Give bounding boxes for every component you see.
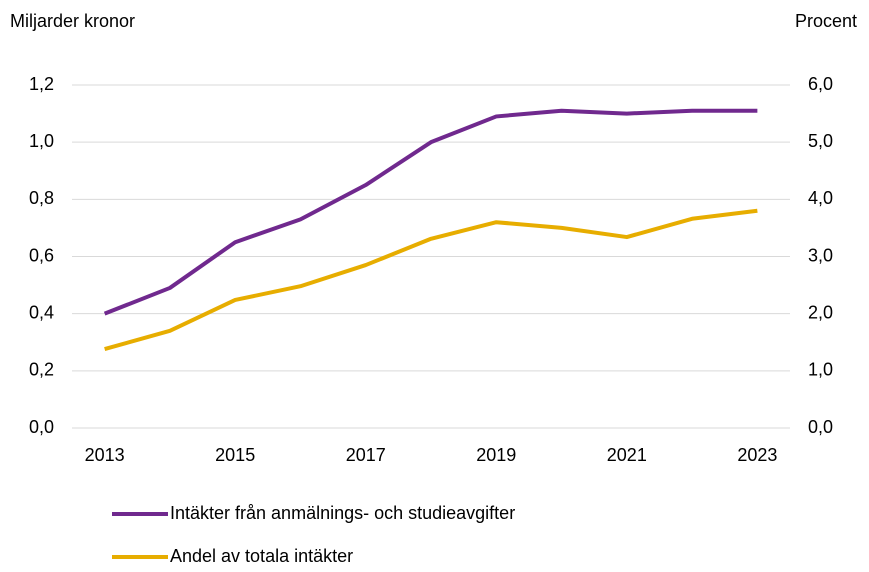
y2-tick-label: 4,0	[808, 188, 833, 208]
y-tick-label: 1,0	[29, 131, 54, 151]
x-tick-label: 2017	[346, 445, 386, 465]
y-tick-label: 0,2	[29, 360, 54, 380]
y2-tick-label: 1,0	[808, 360, 833, 380]
y-tick-label: 0,4	[29, 302, 54, 322]
x-tick-label: 2013	[85, 445, 125, 465]
x-tick-label: 2021	[607, 445, 647, 465]
series-line	[103, 108, 758, 316]
y2-tick-label: 6,0	[808, 74, 833, 94]
y-tick-label: 0,8	[29, 188, 54, 208]
y2-tick-label: 5,0	[808, 131, 833, 151]
y2-tick-label: 2,0	[808, 302, 833, 322]
y2-tick-label: 0,0	[808, 417, 833, 437]
y2-tick-label: 3,0	[808, 245, 833, 265]
x-tick-label: 2019	[476, 445, 516, 465]
y-axis-title: Miljarder kronor	[10, 11, 135, 31]
y-tick-label: 0,6	[29, 245, 54, 265]
legend-label: Intäkter från anmälnings- och studieavgi…	[170, 503, 515, 523]
series-line	[104, 208, 758, 352]
y-tick-label: 0,0	[29, 417, 54, 437]
y-tick-label: 1,2	[29, 74, 54, 94]
x-tick-label: 2015	[215, 445, 255, 465]
legend-label: Andel av totala intäkter	[170, 546, 353, 566]
x-tick-label: 2023	[737, 445, 777, 465]
y2-axis-title: Procent	[795, 11, 857, 31]
